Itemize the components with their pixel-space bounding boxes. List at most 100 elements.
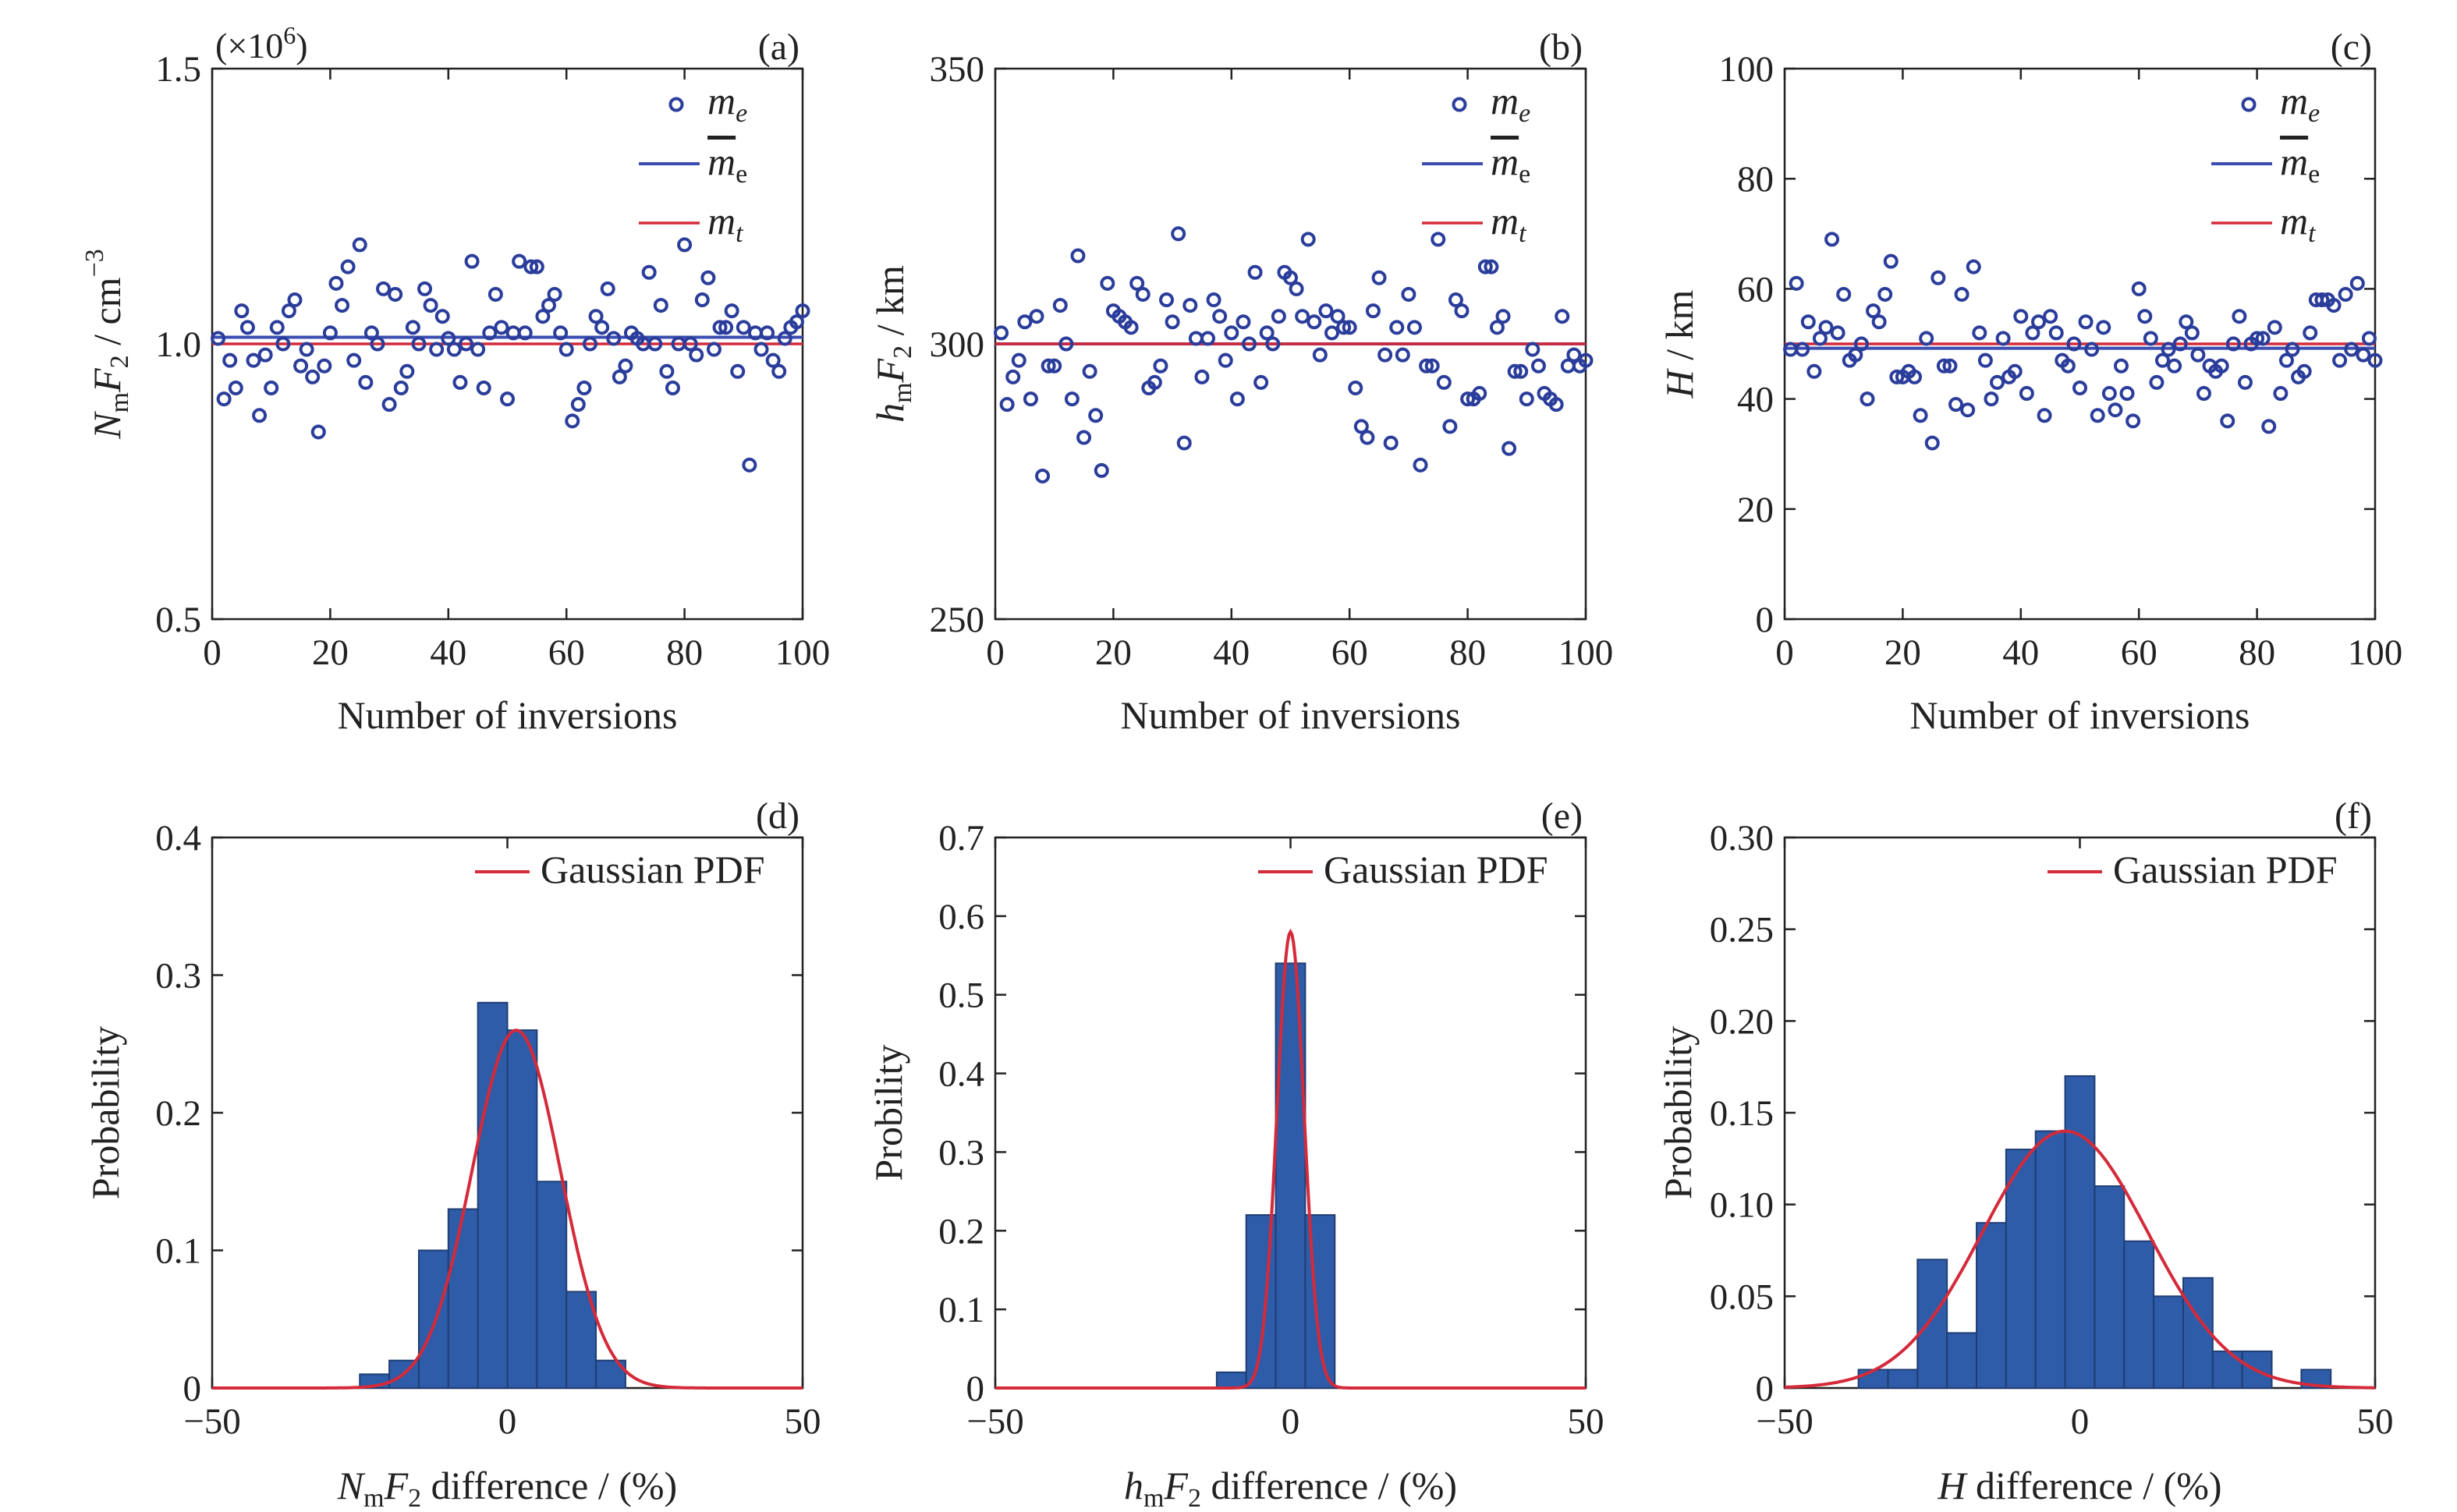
data-point <box>1924 435 1940 451</box>
data-point <box>2048 325 2064 341</box>
data-point <box>246 352 261 368</box>
histogram-bar <box>447 1208 479 1390</box>
data-point <box>2179 314 2194 330</box>
y-tick-label: 0.5 <box>155 600 201 640</box>
data-point <box>1176 435 1192 451</box>
legend-label-mean: me <box>2280 140 2320 189</box>
y-tick-label: 0.15 <box>1710 1093 1774 1134</box>
data-point <box>310 424 326 440</box>
data-point <box>1229 391 1245 407</box>
data-point <box>417 281 433 296</box>
data-point <box>1047 358 1062 374</box>
data-point <box>1100 275 1115 291</box>
data-point <box>1242 336 1257 352</box>
data-point <box>618 358 633 374</box>
data-point <box>1972 325 1987 341</box>
data-point <box>1424 358 1440 374</box>
data-point <box>576 380 592 395</box>
y-tick-label: 0.1 <box>155 1231 201 1272</box>
data-point <box>335 298 350 313</box>
data-point <box>2303 325 2318 341</box>
data-point <box>381 397 397 413</box>
x-tick-label: 80 <box>2239 632 2275 673</box>
data-point <box>718 320 734 335</box>
data-point <box>2326 298 2342 313</box>
data-point <box>299 342 314 357</box>
data-point <box>2261 419 2277 434</box>
x-tick-label: 50 <box>785 1401 821 1442</box>
data-point <box>1159 292 1175 308</box>
data-point <box>2196 386 2211 402</box>
data-point <box>1064 391 1080 407</box>
data-point <box>1578 352 1594 368</box>
data-point <box>275 336 291 352</box>
data-point <box>388 286 403 302</box>
data-point <box>700 270 716 285</box>
data-point <box>558 342 574 357</box>
data-point <box>659 363 675 379</box>
x-tick-label: 40 <box>2002 632 2039 673</box>
y-tick-label: 350 <box>930 49 985 90</box>
panel-label: (a) <box>758 27 800 68</box>
x-tick-label: 60 <box>548 632 585 673</box>
data-point <box>1954 286 1970 302</box>
data-point <box>1236 314 1251 330</box>
data-point <box>1525 342 1540 357</box>
data-point <box>535 309 551 324</box>
data-point <box>653 298 668 313</box>
data-point <box>2250 331 2265 346</box>
histogram-bar <box>2123 1240 2155 1389</box>
data-point <box>346 352 362 368</box>
data-point <box>1566 347 1582 363</box>
data-point <box>317 358 332 374</box>
data-point <box>706 342 722 357</box>
legend-label-true: mt <box>707 199 744 248</box>
x-tick-label: −50 <box>183 1401 241 1442</box>
data-point <box>1860 391 1875 407</box>
x-tick-label: −50 <box>966 1401 1024 1442</box>
data-point <box>1942 358 1958 374</box>
data-point <box>1936 358 1952 374</box>
data-point <box>1800 314 1816 330</box>
data-point <box>1206 292 1221 308</box>
data-point <box>1088 408 1104 423</box>
data-point <box>1448 292 1463 308</box>
histogram-bar <box>2034 1130 2066 1389</box>
data-point <box>1058 336 1074 352</box>
data-point <box>1265 336 1281 352</box>
legend-label-true: mt <box>1491 199 1527 248</box>
data-point <box>446 342 462 357</box>
data-point <box>2356 347 2371 363</box>
data-point <box>2031 314 2047 330</box>
data-point <box>399 363 415 379</box>
y-tick-label: 100 <box>1719 49 1774 90</box>
data-point <box>1253 374 1269 390</box>
data-point <box>1454 303 1470 319</box>
data-point <box>257 347 273 363</box>
histogram-bar <box>1946 1332 1978 1390</box>
legend-label-mean: me <box>707 140 747 189</box>
data-point <box>588 309 604 324</box>
legend-marker-estimate <box>1452 97 1467 112</box>
data-point <box>2066 336 2082 352</box>
data-point <box>352 237 367 253</box>
data-point <box>1377 347 1393 363</box>
data-point <box>2072 380 2087 395</box>
histogram-bar <box>2211 1350 2243 1390</box>
x-tick-label: 0 <box>498 1401 517 1442</box>
y-tick-label: 1.0 <box>155 324 201 365</box>
y-tick-label: 0.2 <box>155 1093 201 1134</box>
x-tick-label: 0 <box>203 632 222 673</box>
y-tick-label: 0.7 <box>938 818 984 859</box>
y-tick-label: 0.30 <box>1710 818 1774 859</box>
data-point <box>1035 468 1051 483</box>
y-axis-label: H / km <box>1658 289 1701 398</box>
histogram-bar <box>2005 1149 2037 1389</box>
data-point <box>512 253 527 269</box>
gaussian-pdf-curve <box>1784 1129 2375 1390</box>
data-point <box>1883 253 1899 269</box>
x-tick-label: 60 <box>2121 632 2157 673</box>
histogram-bar <box>1976 1222 2007 1389</box>
